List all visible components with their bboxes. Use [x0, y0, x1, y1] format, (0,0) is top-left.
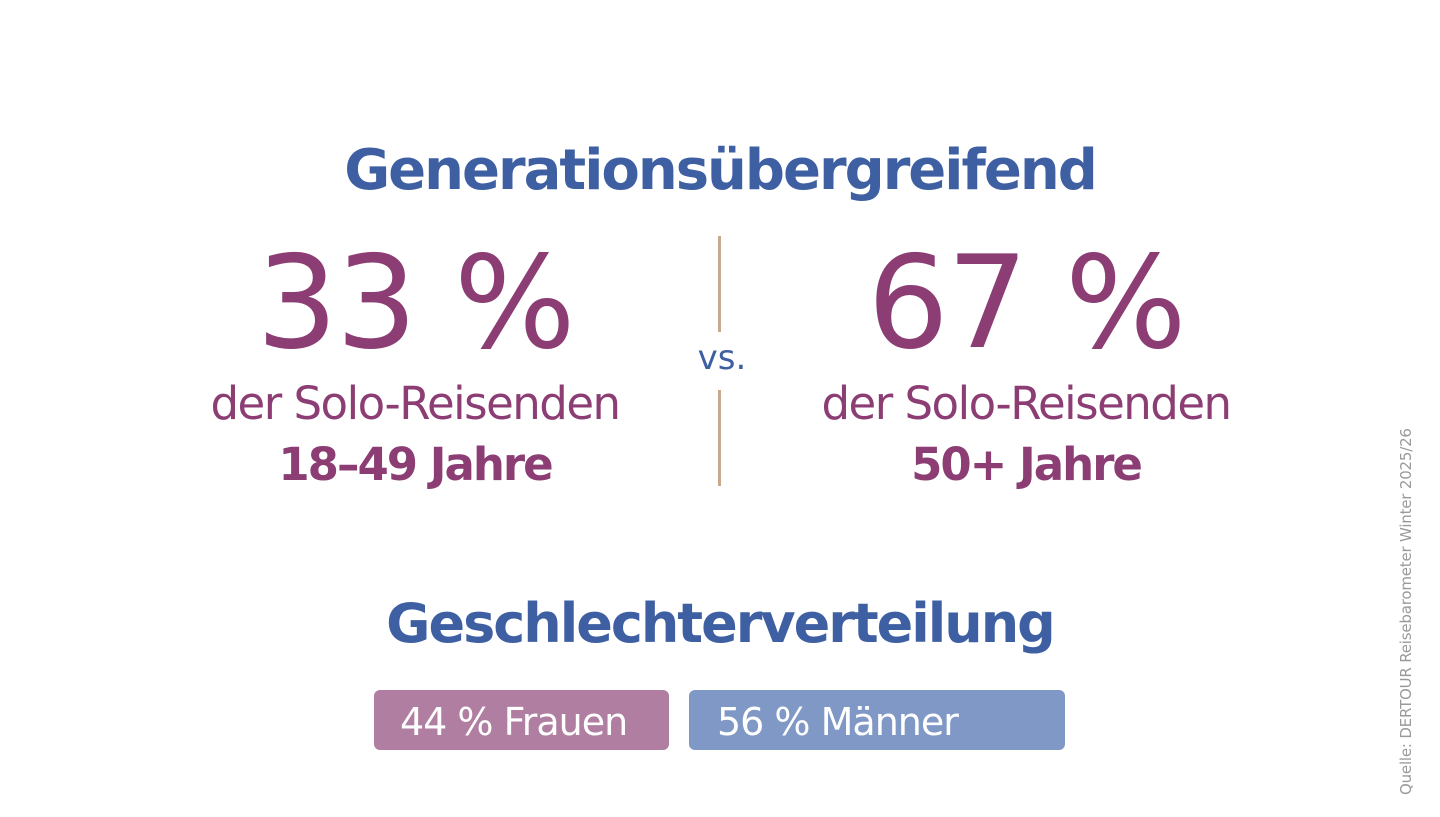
stat-older-travelers: 67 % der Solo-Reisenden 50+ Jahre [766, 236, 1286, 492]
women-share-bar: 44 % Frauen [374, 690, 669, 750]
percent-older: 67 % [867, 229, 1186, 378]
age-range-younger: 18–49 Jahre [278, 438, 553, 491]
label-younger: der Solo-Reisenden [210, 377, 621, 430]
divider-bottom [718, 390, 721, 486]
divider-top [718, 236, 721, 332]
gender-title: Geschlechterverteilung [386, 592, 1056, 655]
age-range-older: 50+ Jahre [911, 438, 1143, 491]
stat-younger-travelers: 33 % der Solo-Reisenden 18–49 Jahre [155, 236, 675, 492]
percent-younger: 33 % [256, 229, 575, 378]
vs-label: vs. [697, 338, 747, 378]
generation-title: Generationsübergreifend [344, 138, 1098, 203]
label-older: der Solo-Reisenden [821, 377, 1232, 430]
men-share-bar: 56 % Männer [689, 690, 1065, 750]
source-note: Quelle: DERTOUR Reisebarometer Winter 20… [1397, 428, 1415, 795]
